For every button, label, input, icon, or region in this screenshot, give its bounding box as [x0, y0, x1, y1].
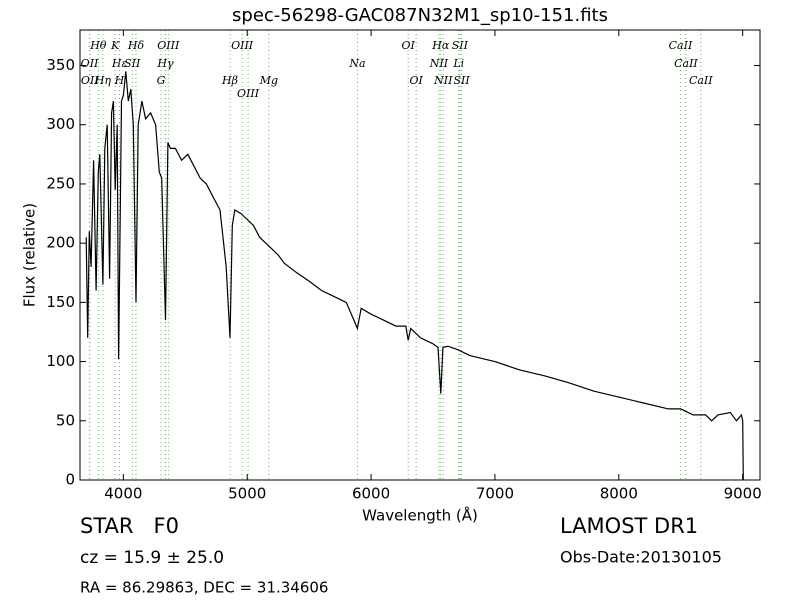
spectral-line-label: CaII	[674, 57, 698, 70]
spectral-line-label: SII	[454, 74, 471, 87]
spectral-line-label: Na	[348, 57, 365, 70]
spectral-line-label: OII	[81, 74, 99, 87]
object-class: STAR F0	[80, 514, 179, 538]
spectral-line-label: Hη	[94, 74, 112, 87]
x-tick-label: 8000	[600, 485, 638, 503]
x-tick-label: 6000	[352, 485, 390, 503]
y-axis-label: Flux (relative)	[21, 203, 39, 307]
spectral-line-label: H	[114, 74, 125, 87]
x-axis-label: Wavelength (Å)	[362, 506, 478, 525]
chart-title: spec-56298-GAC087N32M1_sp10-151.fits	[232, 5, 608, 26]
spectrum-line	[85, 71, 744, 481]
x-tick-label: 7000	[476, 485, 514, 503]
survey: LAMOST DR1	[560, 514, 698, 538]
spectral-line-label: Hα	[431, 39, 450, 52]
y-tick-label: 100	[46, 352, 75, 370]
spectral-line-label: OIII	[231, 39, 254, 52]
y-tick-label: 150	[46, 293, 75, 311]
spectral-line-label: Mg	[259, 74, 278, 87]
x-tick-label: 5000	[228, 485, 266, 503]
spectral-line-label: CaII	[689, 74, 713, 87]
y-tick-label: 250	[46, 174, 75, 192]
spectral-line-label: Hβ	[221, 74, 238, 87]
x-tick-label: 9000	[724, 485, 762, 503]
spectral-line-label: SII	[124, 57, 141, 70]
spectral-line-label: Li	[452, 57, 464, 70]
spectral-line-label: OI	[409, 74, 423, 87]
spectral-line-label: Hγ	[156, 57, 174, 70]
plot-frame	[79, 29, 761, 481]
redshift: cz = 15.9 ± 25.0	[80, 548, 224, 568]
spectral-line-label: Hε	[111, 57, 128, 70]
spectral-line-label: NII	[433, 74, 453, 87]
spectral-line-label: OIII	[157, 39, 180, 52]
y-tick-label: 50	[56, 411, 75, 429]
spectral-line-label: OI	[402, 39, 416, 52]
x-tick-label: 4000	[104, 485, 142, 503]
y-tick-label: 350	[46, 56, 75, 74]
spectral-line-label: Hδ	[127, 39, 145, 52]
y-tick-label: 200	[46, 234, 75, 252]
y-tick-label: 0	[65, 471, 75, 489]
spectral-line-label: K	[110, 39, 120, 52]
spectral-line-label: CaII	[669, 39, 693, 52]
spectral-line-label: NII	[429, 57, 449, 70]
coordinates: RA = 86.29863, DEC = 31.34606	[80, 579, 328, 597]
spectral-line-label: OIII	[237, 87, 260, 100]
obs-date: Obs-Date:20130105	[560, 548, 722, 567]
y-tick-label: 300	[46, 115, 75, 133]
spectral-line-label: G	[157, 74, 166, 87]
spectral-line-label: Hθ	[89, 39, 107, 52]
spectral-line-label: OII	[81, 57, 99, 70]
spectral-line-label: SII	[452, 39, 469, 52]
